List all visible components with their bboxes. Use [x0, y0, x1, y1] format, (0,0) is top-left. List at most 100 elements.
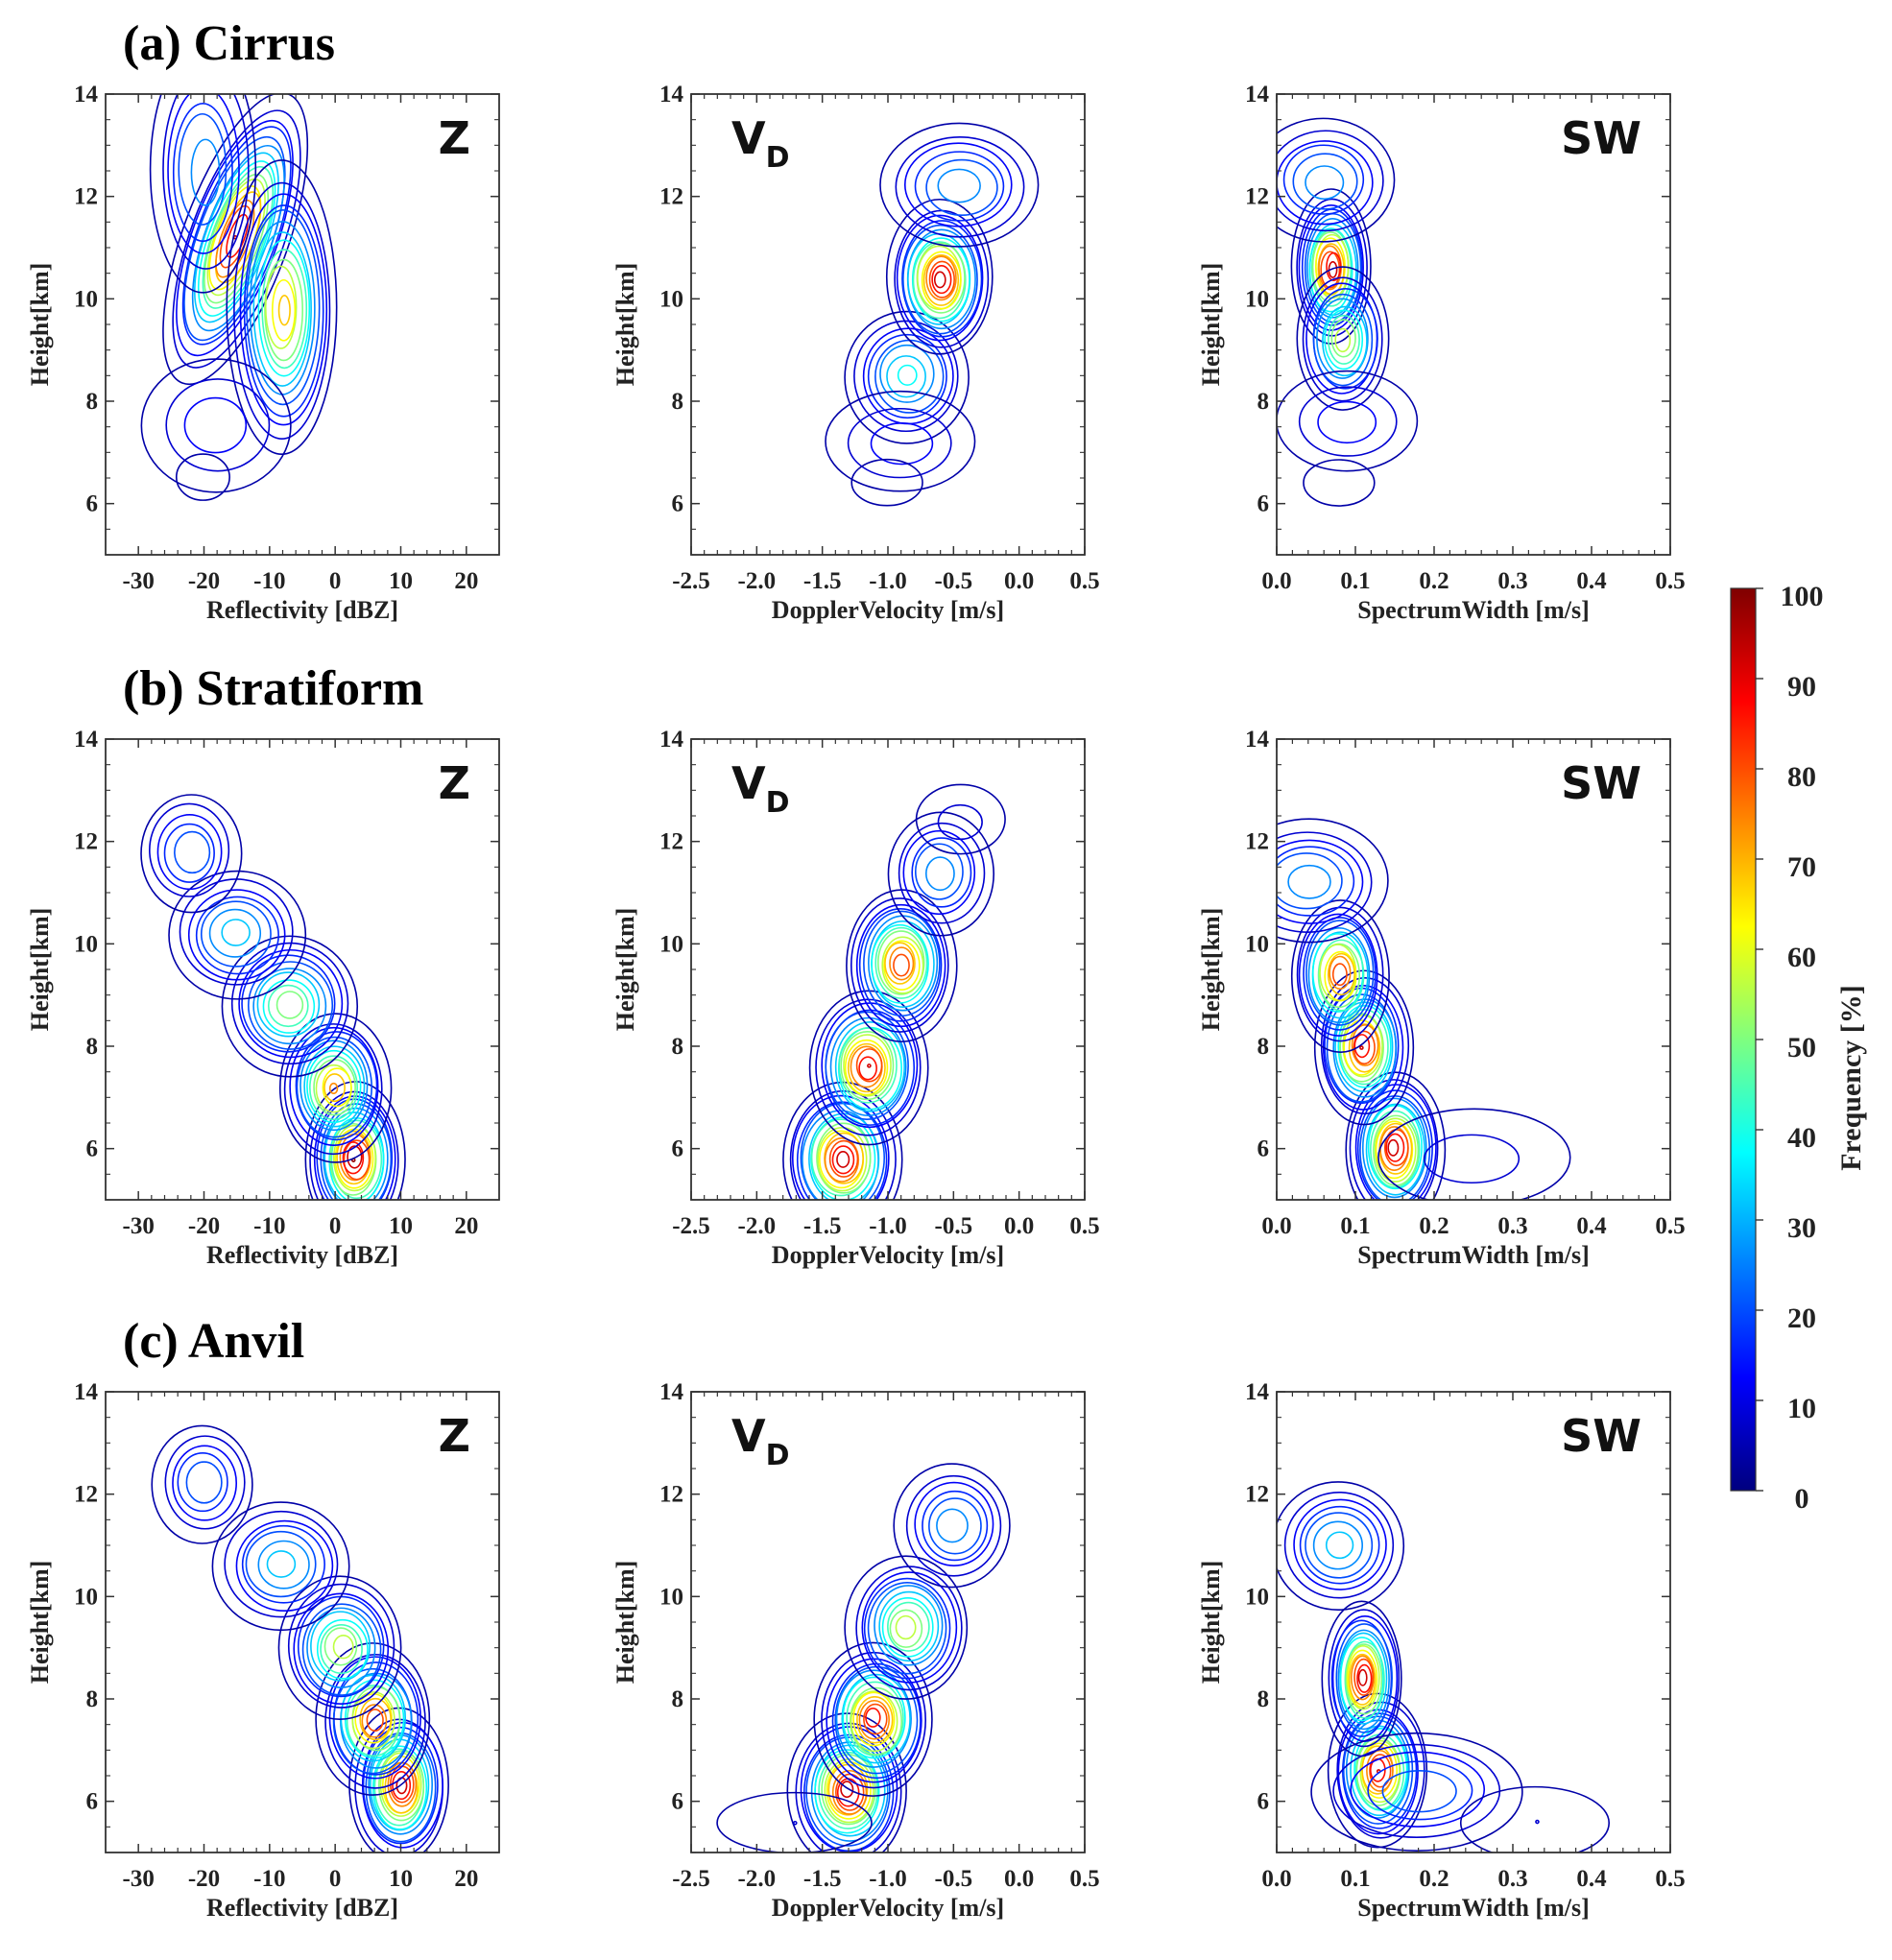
x-tick-label: -10: [253, 568, 285, 594]
contour-line: [299, 1040, 369, 1132]
contour-line: [1293, 1498, 1387, 1590]
contour-line: [1387, 1138, 1400, 1157]
variable-subscript: D: [766, 786, 790, 820]
contour-line: [164, 1435, 246, 1530]
x-tick-label: -2.5: [672, 1213, 710, 1239]
contour-line: [911, 837, 972, 908]
contour-line: [844, 1039, 889, 1096]
contour-line: [168, 870, 307, 1000]
contour-line: [847, 407, 952, 479]
contour-line: [277, 1575, 402, 1720]
contour-line: [928, 260, 955, 299]
contour-line: [902, 829, 976, 916]
contour-line: [883, 940, 921, 991]
y-tick-label: 10: [1245, 1584, 1269, 1610]
x-tick-label: 10: [389, 1213, 413, 1239]
contour-line: [343, 1139, 371, 1181]
contour-field: [825, 122, 1040, 507]
contour-line: [933, 271, 946, 289]
x-tick-label: -20: [188, 1213, 220, 1239]
x-tick-label: 0.0: [1261, 568, 1291, 594]
contour-line: [264, 265, 298, 349]
variable-label: Z: [439, 112, 470, 164]
contour-line: [256, 971, 321, 1038]
contour-line: [197, 160, 276, 317]
variable-symbol: Z: [439, 1410, 470, 1462]
x-tick-label: 0.1: [1340, 1213, 1370, 1239]
contour-line: [224, 1510, 339, 1618]
colorbar-tick-label: 20: [1787, 1303, 1816, 1334]
contour-line: [1355, 1736, 1401, 1806]
contour-line: [309, 1090, 399, 1200]
contour-line: [818, 1751, 878, 1829]
variable-symbol: V: [731, 112, 766, 164]
x-tick-label: -30: [123, 1866, 155, 1892]
contour-line: [1307, 926, 1371, 1024]
contour-line: [140, 358, 292, 493]
contour-line: [332, 1635, 354, 1660]
x-tick-label: 0: [329, 1866, 342, 1892]
y-tick-label: 8: [672, 1686, 684, 1712]
contour-line: [870, 421, 934, 466]
contour-line: [1292, 153, 1358, 210]
contour-line: [191, 144, 285, 332]
y-tick-label: 14: [1245, 82, 1270, 108]
x-tick-label: -2.0: [738, 1213, 777, 1239]
variable-symbol: Z: [439, 112, 470, 164]
x-tick-label: 10: [389, 1866, 413, 1892]
contour-line: [1329, 955, 1352, 991]
contour-line: [1365, 1103, 1425, 1196]
colorbar-tick-label: 30: [1787, 1212, 1816, 1244]
y-tick-label: 14: [659, 1379, 684, 1405]
contour-line: [865, 1707, 881, 1728]
contour-line: [1356, 1663, 1373, 1693]
contour-line: [1277, 370, 1419, 472]
contour-line: [1305, 920, 1375, 1026]
contour-line: [163, 823, 215, 883]
y-tick-label: 8: [1257, 1034, 1270, 1060]
colorbar-tick-label: 60: [1787, 942, 1816, 973]
contour-line: [1535, 1819, 1540, 1825]
contour-line: [149, 802, 230, 897]
contour-line: [320, 1624, 363, 1675]
contour-line: [162, 94, 309, 386]
colorbar-tick-label: 90: [1787, 671, 1816, 703]
contour-line: [1342, 1715, 1414, 1825]
contour-line: [1351, 1024, 1379, 1066]
contour-line: [831, 1145, 855, 1175]
x-axis-label: Reflectivity [dBZ]: [206, 1241, 398, 1269]
y-tick-label: 8: [1257, 389, 1270, 415]
colorbar-tick-label: 100: [1781, 581, 1824, 612]
variable-label: SW: [1561, 112, 1641, 164]
contour-line: [925, 158, 998, 216]
contour-line: [1339, 1013, 1384, 1083]
contour-line: [1357, 1668, 1368, 1686]
x-tick-label: 0.0: [1004, 568, 1034, 594]
contour-line: [937, 803, 983, 841]
contour-line: [1312, 293, 1374, 387]
y-tick-label: 14: [74, 82, 99, 108]
contour-line: [846, 1681, 904, 1757]
contour-line: [185, 1461, 223, 1504]
contour-line: [315, 1642, 431, 1796]
contour-line: [1334, 327, 1352, 353]
x-tick-label: -2.0: [738, 1866, 777, 1892]
variable-label: VD: [731, 757, 790, 820]
contour-line: [181, 126, 292, 346]
contour-line: [922, 1490, 989, 1562]
contour-line: [1290, 188, 1372, 345]
x-tick-label: -20: [188, 568, 220, 594]
variable-symbol: V: [731, 757, 766, 809]
contour-line: [167, 94, 240, 254]
contour-line: [306, 1607, 376, 1688]
x-axis-label: DopplerVelocity [m/s]: [772, 1241, 1004, 1269]
contour-line: [283, 1023, 383, 1156]
panel-v-3: -2.5 -2.0 -1.5 -1.0 -0.5 0.0 0.5 6 8 10 12 14 Dopple…: [611, 1379, 1100, 1922]
contour-line: [853, 320, 959, 433]
contour-line: [876, 930, 925, 995]
contour-line: [850, 897, 949, 1033]
contour-line: [887, 811, 995, 937]
contour-line: [863, 1577, 951, 1680]
contour-field: [716, 1463, 1011, 1852]
contour-line: [1359, 1739, 1401, 1804]
